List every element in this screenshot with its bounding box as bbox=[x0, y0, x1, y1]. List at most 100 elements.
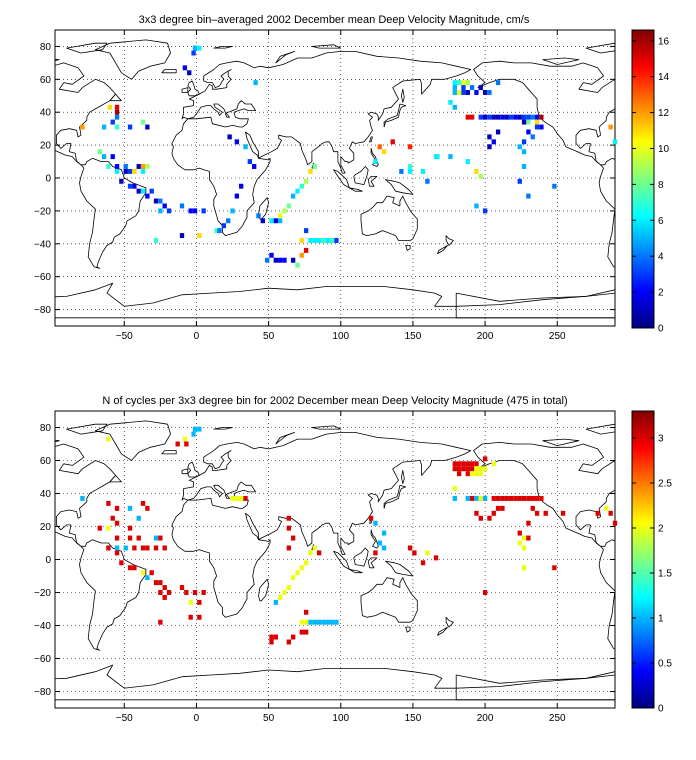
data-bin bbox=[192, 45, 198, 51]
data-bin bbox=[487, 90, 492, 95]
x-tick-label: 100 bbox=[332, 331, 349, 342]
data-bin bbox=[132, 545, 137, 551]
data-bin bbox=[448, 99, 453, 105]
coastline bbox=[401, 470, 405, 484]
data-bin bbox=[106, 164, 111, 169]
data-bin bbox=[145, 505, 150, 511]
data-bin bbox=[526, 520, 531, 526]
data-bin bbox=[469, 495, 475, 501]
data-bin bbox=[381, 149, 387, 155]
data-bin bbox=[469, 466, 475, 472]
data-bin bbox=[123, 168, 128, 174]
y-tick-label: −60 bbox=[34, 272, 51, 283]
data-bin bbox=[495, 80, 501, 86]
data-bin bbox=[162, 545, 167, 551]
data-bin bbox=[425, 178, 430, 184]
data-bin bbox=[188, 614, 193, 620]
data-bin bbox=[214, 228, 219, 234]
y-tick-label: −80 bbox=[34, 687, 51, 698]
y-tick-label: 40 bbox=[40, 108, 52, 119]
coastline bbox=[55, 62, 147, 269]
data-bin bbox=[106, 545, 111, 551]
y-tick-label: −20 bbox=[34, 206, 51, 217]
data-bin bbox=[478, 466, 483, 472]
y-tick-label: 20 bbox=[40, 141, 52, 152]
data-bin bbox=[521, 535, 527, 541]
data-bin bbox=[188, 599, 193, 605]
chart-panel-1: 3x3 degree bin–averaged 2002 December me… bbox=[34, 14, 695, 342]
coastline bbox=[95, 39, 171, 80]
data-bin bbox=[114, 505, 120, 511]
data-bin bbox=[500, 495, 505, 501]
data-bin bbox=[179, 585, 185, 591]
data-bin bbox=[253, 80, 258, 86]
data-bin bbox=[334, 238, 339, 243]
data-bin bbox=[513, 495, 518, 501]
data-bin bbox=[166, 590, 172, 595]
data-bin bbox=[612, 139, 618, 145]
colorbar-tick-label: 10 bbox=[658, 144, 670, 155]
coastline bbox=[405, 245, 411, 251]
y-tick-label: 60 bbox=[40, 456, 52, 467]
data-bin bbox=[114, 550, 120, 556]
coastline bbox=[360, 195, 418, 241]
data-bin bbox=[140, 119, 146, 125]
x-tick-label: 200 bbox=[477, 331, 494, 342]
x-tick-label: 100 bbox=[332, 713, 349, 724]
data-bin bbox=[608, 124, 613, 130]
data-bin bbox=[136, 188, 141, 194]
coastline bbox=[369, 136, 373, 143]
data-bin bbox=[487, 134, 492, 140]
x-tick-label: 150 bbox=[405, 713, 422, 724]
data-bin bbox=[191, 50, 196, 56]
data-bin bbox=[273, 634, 278, 640]
data-bin bbox=[530, 114, 535, 120]
data-bin bbox=[247, 159, 253, 165]
data-bin bbox=[273, 599, 278, 605]
x-tick-label: 200 bbox=[477, 713, 494, 724]
coastline bbox=[353, 166, 369, 185]
coastline bbox=[55, 58, 60, 61]
data-bin bbox=[299, 565, 304, 571]
y-tick-label: −80 bbox=[34, 305, 51, 316]
data-bin bbox=[140, 545, 146, 551]
x-tick-label: 250 bbox=[549, 713, 566, 724]
data-bin bbox=[608, 510, 613, 516]
data-bin bbox=[80, 124, 85, 130]
data-bin bbox=[303, 609, 309, 615]
data-bin bbox=[182, 65, 188, 71]
coastline bbox=[681, 451, 695, 454]
data-bin bbox=[491, 114, 496, 120]
data-bin bbox=[456, 471, 462, 477]
data-bin bbox=[308, 168, 313, 174]
data-bin bbox=[197, 599, 202, 605]
data-bin bbox=[521, 565, 527, 571]
data-bin bbox=[269, 639, 274, 645]
data-bin bbox=[508, 114, 514, 120]
data-bin bbox=[373, 520, 378, 526]
data-bin bbox=[508, 495, 514, 501]
colorbar-tick-label: 0 bbox=[658, 324, 664, 335]
data-bin bbox=[539, 495, 544, 501]
coastline bbox=[109, 93, 122, 102]
data-bin bbox=[521, 495, 527, 501]
data-bin bbox=[478, 114, 483, 120]
data-bin bbox=[521, 119, 527, 125]
data-bin bbox=[517, 144, 522, 150]
coastline bbox=[55, 443, 147, 651]
data-bin bbox=[482, 495, 488, 501]
data-bin bbox=[495, 505, 501, 511]
coastline bbox=[161, 450, 177, 455]
coastline bbox=[681, 70, 695, 73]
data-bin bbox=[188, 208, 193, 214]
data-bin bbox=[234, 193, 240, 199]
data-bin bbox=[433, 555, 439, 561]
data-bin bbox=[465, 471, 470, 477]
data-bin bbox=[329, 238, 335, 243]
data-bin bbox=[312, 619, 317, 625]
data-bin bbox=[303, 247, 309, 253]
chart-2-title: N of cycles per 3x3 degree bin for 2002 … bbox=[102, 395, 567, 407]
data-bin bbox=[303, 629, 309, 635]
data-bin bbox=[106, 525, 111, 531]
data-bin bbox=[107, 104, 113, 110]
